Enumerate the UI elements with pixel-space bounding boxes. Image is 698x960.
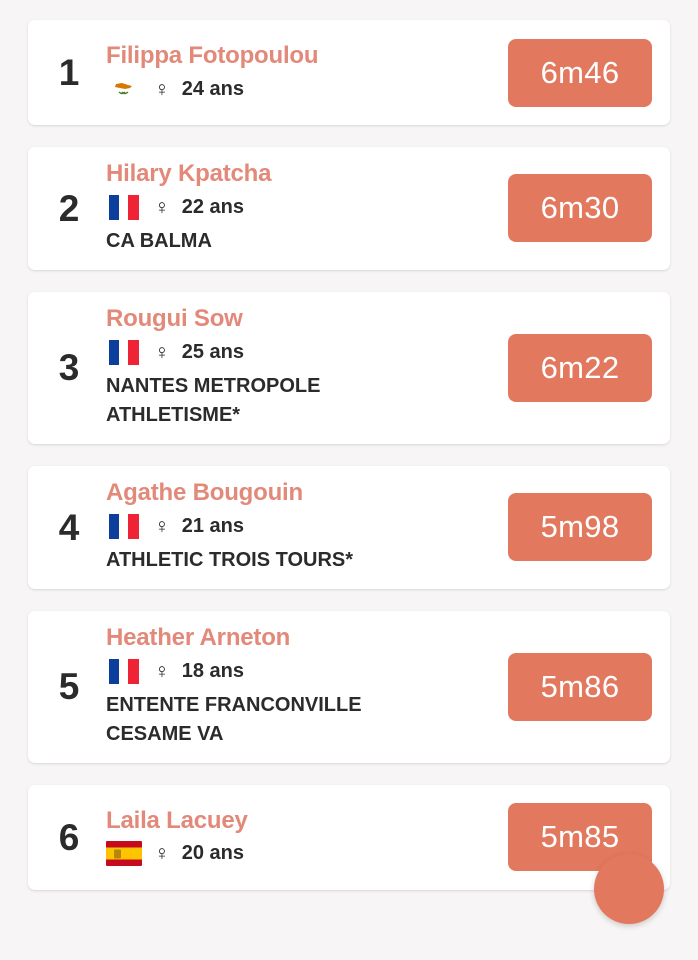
athlete-name[interactable]: Filippa Fotopoulou	[106, 42, 319, 70]
athlete-info: Agathe Bougouin ♀ 21 ans ATHLETIC TROIS TOU…	[100, 478, 494, 575]
athlete-meta: ♀ 18 ans	[106, 658, 494, 684]
athlete-name[interactable]: Heather Arneton	[106, 623, 291, 651]
athlete-club: CA BALMA	[106, 229, 212, 252]
athlete-club: ATHLETIC TROIS TOURS*	[106, 548, 354, 571]
result-mark-badge: 5m86	[508, 652, 652, 721]
athlete-meta: ♀ 24 ans	[106, 76, 494, 102]
result-mark-badge: 6m22	[508, 333, 652, 402]
france-flag-icon	[106, 513, 142, 539]
female-gender-icon: ♀	[154, 842, 170, 866]
rank-number: 3	[58, 347, 80, 389]
athlete-meta: ♀ 20 ans	[106, 841, 494, 867]
result-row[interactable]: 6 Laila Lacuey ♀ 20 ans 5m85	[28, 784, 670, 890]
athlete-info: Laila Lacuey ♀ 20 ans	[100, 806, 494, 867]
rank-number: 1	[58, 52, 80, 93]
athlete-age: 20 ans	[181, 842, 245, 865]
france-flag-icon	[106, 658, 142, 684]
result-mark-badge: 5m85	[508, 803, 652, 871]
female-gender-icon: ♀	[154, 659, 170, 683]
athlete-club: ENTENTE FRANCONVILLE CESAME VA	[106, 693, 362, 745]
result-row[interactable]: 5 Heather Arneton ♀ 18 ans ENTENTE FRANCONVI…	[28, 610, 670, 763]
rank-number: 6	[58, 816, 80, 858]
athlete-info: Rougui Sow ♀ 25 ans NANTES METROPOLE ATHLET…	[100, 304, 494, 430]
rank-number: 5	[58, 666, 80, 708]
athlete-club: NANTES METROPOLE ATHLETISME*	[106, 374, 321, 426]
athlete-name[interactable]: Rougui Sow	[106, 304, 243, 332]
female-gender-icon: ♀	[154, 77, 170, 101]
athlete-meta: ♀ 22 ans	[106, 194, 494, 220]
results-list: 1 Filippa Fotopoulou ♀ 24 ans 6m46 2 Hilary Kp…	[0, 0, 698, 890]
result-row[interactable]: 2 Hilary Kpatcha ♀ 22 ans CA BALMA 6m30	[28, 147, 670, 270]
result-row[interactable]: 1 Filippa Fotopoulou ♀ 24 ans 6m46	[28, 20, 670, 125]
spain-flag-icon	[106, 841, 142, 867]
female-gender-icon: ♀	[154, 340, 170, 364]
floating-action-button[interactable]	[594, 853, 664, 924]
athlete-age: 24 ans	[181, 77, 245, 100]
result-mark-badge: 5m98	[508, 493, 652, 562]
rank-number: 4	[58, 506, 80, 548]
athlete-name[interactable]: Hilary Kpatcha	[106, 160, 272, 187]
result-row[interactable]: 4 Agathe Bougouin ♀ 21 ans ATHLETIC TROIS TO…	[28, 465, 670, 589]
france-flag-icon	[106, 194, 142, 220]
athlete-info: Heather Arneton ♀ 18 ans ENTENTE FRANCONVIL…	[100, 623, 494, 749]
athlete-age: 21 ans	[181, 514, 245, 537]
athlete-age: 18 ans	[181, 659, 245, 682]
result-row[interactable]: 3 Rougui Sow ♀ 25 ans NANTES METROPOLE ATHLE…	[28, 291, 670, 444]
cyprus-flag-icon	[106, 76, 142, 102]
result-mark-badge: 6m30	[508, 174, 652, 243]
female-gender-icon: ♀	[154, 514, 170, 538]
athlete-name[interactable]: Laila Lacuey	[106, 806, 248, 834]
athlete-info: Filippa Fotopoulou ♀ 24 ans	[100, 42, 494, 102]
athlete-meta: ♀ 25 ans	[106, 339, 494, 365]
result-mark-badge: 6m46	[508, 38, 652, 107]
athlete-age: 25 ans	[181, 340, 245, 363]
rank-number: 2	[58, 187, 80, 229]
female-gender-icon: ♀	[154, 195, 170, 219]
athlete-meta: ♀ 21 ans	[106, 513, 494, 539]
athlete-name[interactable]: Agathe Bougouin	[106, 478, 303, 506]
athlete-age: 22 ans	[181, 195, 245, 218]
france-flag-icon	[106, 339, 142, 365]
athlete-info: Hilary Kpatcha ♀ 22 ans CA BALMA	[100, 160, 494, 256]
